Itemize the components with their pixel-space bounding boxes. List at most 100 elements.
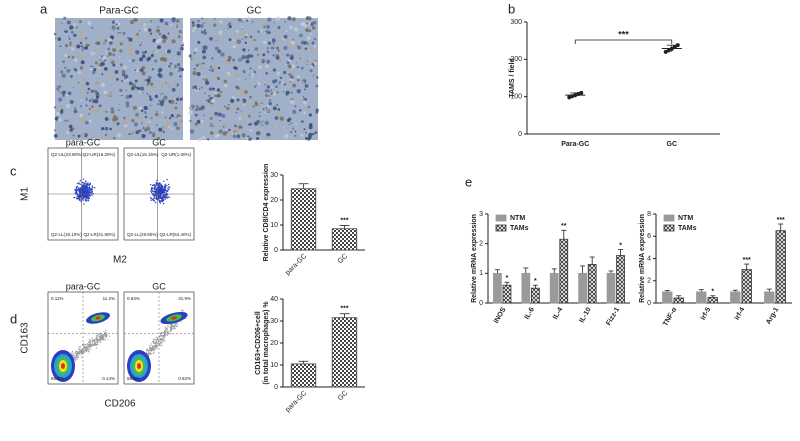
event [75, 355, 77, 357]
event [88, 338, 90, 341]
event [82, 178, 85, 180]
cell [202, 78, 205, 80]
cell [143, 27, 148, 32]
panel-letter: a [40, 1, 48, 16]
cell [238, 57, 242, 60]
cell [313, 44, 317, 48]
cell [200, 119, 204, 123]
cell [77, 71, 82, 75]
error-bar [494, 269, 500, 274]
event [150, 347, 152, 349]
y-axis-label: Relative CD8/CD4 expression [263, 164, 270, 262]
cell [241, 100, 244, 103]
cell [102, 40, 106, 44]
event [159, 182, 161, 184]
cell [228, 38, 232, 42]
y-tick-label: 6 [647, 233, 651, 240]
event [150, 197, 152, 200]
cell [62, 94, 65, 97]
quadrant-label: 0.11% [51, 296, 63, 301]
cell [147, 33, 151, 37]
cell [238, 116, 242, 121]
cell [157, 103, 160, 106]
cell [202, 55, 207, 60]
cell [141, 71, 146, 76]
cell [103, 90, 108, 95]
cell [66, 20, 71, 25]
event [174, 324, 176, 326]
event [79, 189, 81, 192]
cell [208, 87, 213, 91]
cell [108, 75, 114, 80]
cell [135, 130, 140, 135]
cell [133, 122, 139, 127]
cell [125, 95, 130, 100]
cell [166, 45, 170, 48]
error-bar [589, 256, 595, 265]
significance: *** [340, 217, 348, 224]
event [78, 199, 81, 201]
cell [165, 81, 168, 84]
cell [95, 95, 100, 99]
event [168, 187, 171, 189]
event [77, 196, 79, 198]
cell [299, 33, 303, 38]
y-tick-label: 10 [270, 362, 278, 369]
event [165, 195, 168, 197]
cell [276, 91, 279, 94]
cell [155, 28, 161, 33]
cell [274, 116, 279, 120]
cell [128, 37, 133, 42]
cell [146, 26, 149, 29]
event [75, 353, 77, 355]
cell [120, 39, 125, 44]
bar [707, 297, 718, 304]
cell [180, 120, 183, 123]
event [148, 353, 151, 355]
cell [257, 30, 261, 33]
event [164, 330, 166, 332]
event [107, 338, 109, 340]
cell [286, 31, 289, 34]
cell [148, 130, 152, 134]
cell [192, 71, 197, 76]
cell [303, 40, 308, 45]
cell [161, 98, 164, 101]
cell [240, 91, 245, 96]
cell [135, 91, 137, 93]
event [79, 194, 81, 196]
event [170, 325, 173, 327]
cell [270, 89, 273, 92]
cell [128, 81, 133, 86]
cell [108, 91, 113, 97]
cell [278, 83, 280, 85]
event [83, 185, 85, 188]
error-bar [570, 92, 581, 98]
event [92, 186, 94, 188]
event [89, 190, 91, 192]
cell [268, 102, 272, 106]
point [579, 90, 584, 95]
bar [559, 238, 569, 304]
image-title: Para-GC [99, 6, 138, 17]
cell [104, 126, 109, 131]
event [91, 344, 93, 346]
cell [158, 71, 161, 74]
cell [244, 78, 246, 81]
event [163, 180, 165, 183]
bar [741, 269, 752, 304]
cell [250, 54, 254, 58]
cell [75, 41, 78, 44]
cell [193, 107, 196, 110]
event [76, 187, 78, 189]
event [156, 345, 158, 347]
cell [156, 38, 161, 43]
cell [169, 62, 173, 65]
event [92, 339, 94, 341]
cell [114, 116, 119, 121]
cell [123, 120, 128, 126]
event [148, 345, 150, 347]
cell [67, 56, 71, 59]
cell [190, 58, 193, 60]
y-tick-label: 0 [647, 300, 651, 307]
